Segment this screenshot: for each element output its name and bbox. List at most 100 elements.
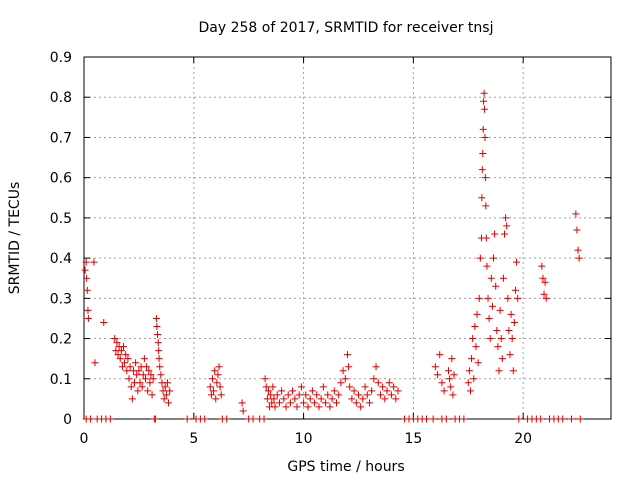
data-point [474,359,482,367]
data-point [488,302,496,310]
data-point [501,230,509,238]
data-point [210,387,218,395]
data-point [573,226,581,234]
data-point [91,359,99,367]
data-point [155,355,163,363]
data-point [464,379,472,387]
y-tick-label: 0.3 [50,291,72,307]
data-point [121,359,129,367]
data-point [481,133,489,141]
data-point [368,387,376,395]
x-tick-label: 10 [295,431,313,447]
data-point [472,343,480,351]
data-point [217,391,225,399]
data-point [289,387,297,395]
data-point [212,395,220,403]
data-point [159,387,167,395]
data-point [469,335,477,343]
data-point [293,403,301,411]
data-point [365,399,373,407]
data-point [84,306,92,314]
data-point [90,258,98,266]
y-tick-label: 0.4 [50,251,72,267]
data-point [326,403,334,411]
data-point [511,286,519,294]
data-point [537,415,545,423]
data-point [499,274,507,282]
plot-frame [83,56,612,420]
data-point [498,355,506,363]
y-tick-label: 0.7 [50,130,72,146]
data-point [149,375,157,383]
data-point [361,383,369,391]
data-point [503,222,511,230]
data-point [135,367,143,375]
data-point [376,391,384,399]
data-point [328,395,336,403]
data-point [470,375,478,383]
data-point [155,347,163,355]
data-point [478,194,486,202]
data-point [482,202,490,210]
data-point [538,262,546,270]
data-point [492,282,500,290]
y-tick-label: 0.2 [50,332,72,348]
data-point [359,395,367,403]
data-point [387,391,395,399]
data-point [295,391,303,399]
data-point [154,331,162,339]
data-point [111,335,119,343]
data-point [322,399,330,407]
data-point [304,403,312,411]
data-point [483,262,491,270]
data-point [208,375,216,383]
x-tick-label: 20 [514,431,532,447]
x-axis-label: GPS time / hours [287,459,404,475]
data-point [350,387,358,395]
data-point [139,371,147,379]
data-point [447,383,455,391]
data-point [263,395,271,403]
data-point [494,343,502,351]
data-point [286,399,294,407]
data-point [106,415,114,423]
data-point [166,387,174,395]
data-point [270,395,278,403]
data-point [482,234,490,242]
data-point [484,294,492,302]
data-point [315,403,323,411]
data-point [449,391,457,399]
data-point [559,415,567,423]
data-point [567,415,575,423]
data-point [83,286,91,294]
data-point [506,351,514,359]
data-point [480,89,488,97]
data-point [211,367,219,375]
data-point [379,383,387,391]
data-point [156,363,164,371]
data-point [383,387,391,395]
y-tick-label: 0.5 [50,211,72,227]
data-point [438,379,446,387]
data-point [163,379,171,387]
data-point [113,339,121,347]
data-point [481,105,489,113]
data-point [269,383,277,391]
data-point [278,387,286,395]
data-point [491,230,499,238]
data-point [333,399,341,407]
data-point [128,395,136,403]
data-point [126,363,134,371]
data-point [575,254,583,262]
data-point [148,391,156,399]
data-point [541,278,549,286]
data-point [154,339,162,347]
data-point [335,391,343,399]
data-point [374,379,382,387]
data-point [273,391,281,399]
data-point [213,379,221,387]
data-point [502,214,510,222]
data-point [450,371,458,379]
data-point [134,387,142,395]
data-point [141,375,149,383]
